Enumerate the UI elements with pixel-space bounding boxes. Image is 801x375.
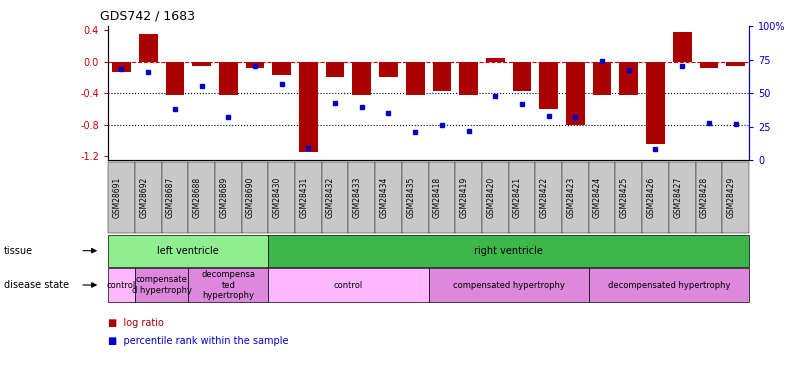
Text: GSM28688: GSM28688 bbox=[192, 177, 202, 218]
Bar bbox=[166, 62, 184, 95]
Text: GSM28429: GSM28429 bbox=[727, 177, 735, 218]
Text: GSM28430: GSM28430 bbox=[272, 177, 282, 218]
Text: left ventricle: left ventricle bbox=[157, 246, 219, 256]
Text: GSM28426: GSM28426 bbox=[646, 177, 655, 218]
Bar bbox=[673, 32, 691, 62]
Bar bbox=[272, 62, 291, 75]
Text: control: control bbox=[334, 280, 363, 290]
Bar bbox=[406, 62, 425, 95]
Text: ■  log ratio: ■ log ratio bbox=[108, 318, 164, 327]
Bar bbox=[219, 62, 238, 95]
Bar bbox=[646, 62, 665, 144]
Text: tissue: tissue bbox=[4, 246, 33, 256]
Text: GDS742 / 1683: GDS742 / 1683 bbox=[100, 9, 195, 22]
Text: disease state: disease state bbox=[4, 280, 69, 290]
Bar bbox=[619, 62, 638, 95]
Text: GSM28435: GSM28435 bbox=[406, 177, 415, 218]
Text: GSM28434: GSM28434 bbox=[380, 177, 388, 218]
Text: decompensated hypertrophy: decompensated hypertrophy bbox=[608, 280, 730, 290]
Text: GSM28418: GSM28418 bbox=[433, 177, 442, 218]
Text: GSM28423: GSM28423 bbox=[566, 177, 575, 218]
Bar bbox=[326, 62, 344, 78]
Bar bbox=[299, 62, 318, 152]
Bar bbox=[486, 58, 505, 62]
Bar bbox=[727, 62, 745, 66]
Text: GSM28691: GSM28691 bbox=[112, 177, 122, 218]
Text: GSM28692: GSM28692 bbox=[139, 177, 148, 218]
Bar bbox=[112, 62, 131, 72]
Bar bbox=[593, 62, 611, 95]
Text: GSM28428: GSM28428 bbox=[700, 177, 709, 218]
Text: control: control bbox=[107, 280, 136, 290]
Text: GSM28433: GSM28433 bbox=[352, 177, 362, 218]
Text: compensate
d hypertrophy: compensate d hypertrophy bbox=[131, 275, 191, 295]
Text: decompensa
ted
hypertrophy: decompensa ted hypertrophy bbox=[201, 270, 256, 300]
Text: GSM28420: GSM28420 bbox=[486, 177, 495, 218]
Bar bbox=[566, 62, 585, 124]
Bar bbox=[352, 62, 371, 95]
Text: compensated hypertrophy: compensated hypertrophy bbox=[453, 280, 565, 290]
Text: GSM28431: GSM28431 bbox=[300, 177, 308, 218]
Text: GSM28421: GSM28421 bbox=[513, 177, 522, 218]
Bar bbox=[539, 62, 558, 109]
Bar bbox=[192, 62, 211, 66]
Text: GSM28425: GSM28425 bbox=[620, 177, 629, 218]
Text: right ventricle: right ventricle bbox=[474, 246, 543, 256]
Bar bbox=[139, 34, 158, 62]
Text: ■  percentile rank within the sample: ■ percentile rank within the sample bbox=[108, 336, 288, 345]
Text: GSM28687: GSM28687 bbox=[166, 177, 175, 218]
Text: GSM28419: GSM28419 bbox=[460, 177, 469, 218]
Text: GSM28689: GSM28689 bbox=[219, 177, 228, 218]
Bar bbox=[513, 62, 531, 91]
Bar bbox=[433, 62, 451, 91]
Bar bbox=[379, 62, 398, 78]
Bar bbox=[246, 62, 264, 68]
Text: GSM28432: GSM28432 bbox=[326, 177, 335, 218]
Text: GSM28422: GSM28422 bbox=[540, 177, 549, 218]
Bar bbox=[459, 62, 478, 95]
Bar bbox=[699, 62, 718, 68]
Text: GSM28424: GSM28424 bbox=[593, 177, 602, 218]
Text: GSM28427: GSM28427 bbox=[673, 177, 682, 218]
Text: GSM28690: GSM28690 bbox=[246, 177, 255, 218]
